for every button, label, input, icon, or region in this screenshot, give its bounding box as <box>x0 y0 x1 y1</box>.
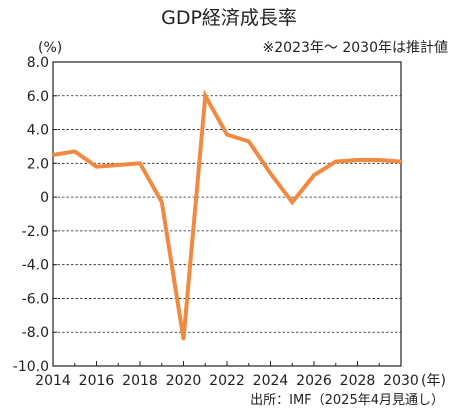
data-point <box>356 158 359 162</box>
y-tick-label: -8.0 <box>22 325 49 341</box>
x-tick-label: 2020 <box>166 373 202 389</box>
y-tick-label: 6.0 <box>27 89 49 105</box>
y-tick-labels: 8.0 6.0 4.0 2.0 0 -2.0 -4.0 -6.0 -8.0 -10.0 <box>13 55 57 375</box>
data-point <box>334 160 338 164</box>
y-axis-unit: (%) <box>38 40 62 56</box>
data-point <box>377 158 381 162</box>
x-tick-labels: 2014 2016 2018 2020 2022 2024 2026 2028 2030 <box>35 361 419 389</box>
x-tick-label: 2016 <box>79 373 115 389</box>
data-point <box>203 94 207 98</box>
y-tick-label: -4.0 <box>22 258 49 274</box>
y-tick-label: 2.0 <box>27 156 49 172</box>
y-tick-label: -6.0 <box>22 291 49 307</box>
data-point <box>95 165 98 169</box>
grid-lines <box>53 95 401 333</box>
data-point <box>269 171 272 175</box>
x-tick-label: 2014 <box>35 373 71 389</box>
x-tick-label: 2028 <box>340 373 376 389</box>
data-point <box>290 200 294 204</box>
y-tick-label: 4.0 <box>27 123 49 139</box>
y-tick-label: 8.0 <box>27 55 49 71</box>
chart-title: GDP経済成長率 <box>161 7 297 29</box>
source-note: 出所：IMF（2025年4月見通し） <box>250 393 444 408</box>
data-point <box>182 337 185 341</box>
y-tick-label: 0 <box>40 190 49 206</box>
chart-subtitle: ※2023年～ 2030年は推計値 <box>263 40 448 56</box>
series-lines <box>51 89 403 341</box>
x-tick-label: 2022 <box>209 373 245 389</box>
data-point <box>247 139 251 143</box>
x-tick-label: 2024 <box>253 373 289 389</box>
data-point <box>73 150 77 154</box>
series-line-0 <box>52 89 402 340</box>
data-point <box>138 161 142 165</box>
x-tick-label: 2030 <box>383 373 419 389</box>
data-point <box>225 133 229 137</box>
x-axis-unit: (年) <box>421 373 446 389</box>
data-point <box>399 160 403 164</box>
y-tick-label: -10.0 <box>13 359 49 375</box>
plot-frame <box>52 61 402 367</box>
data-point <box>160 200 164 204</box>
data-point <box>312 173 316 177</box>
x-tick-label: 2018 <box>122 373 158 389</box>
data-point <box>51 153 55 157</box>
x-tick-label: 2026 <box>296 373 332 389</box>
y-tick-label: -2.0 <box>22 224 49 240</box>
data-point <box>116 163 120 167</box>
